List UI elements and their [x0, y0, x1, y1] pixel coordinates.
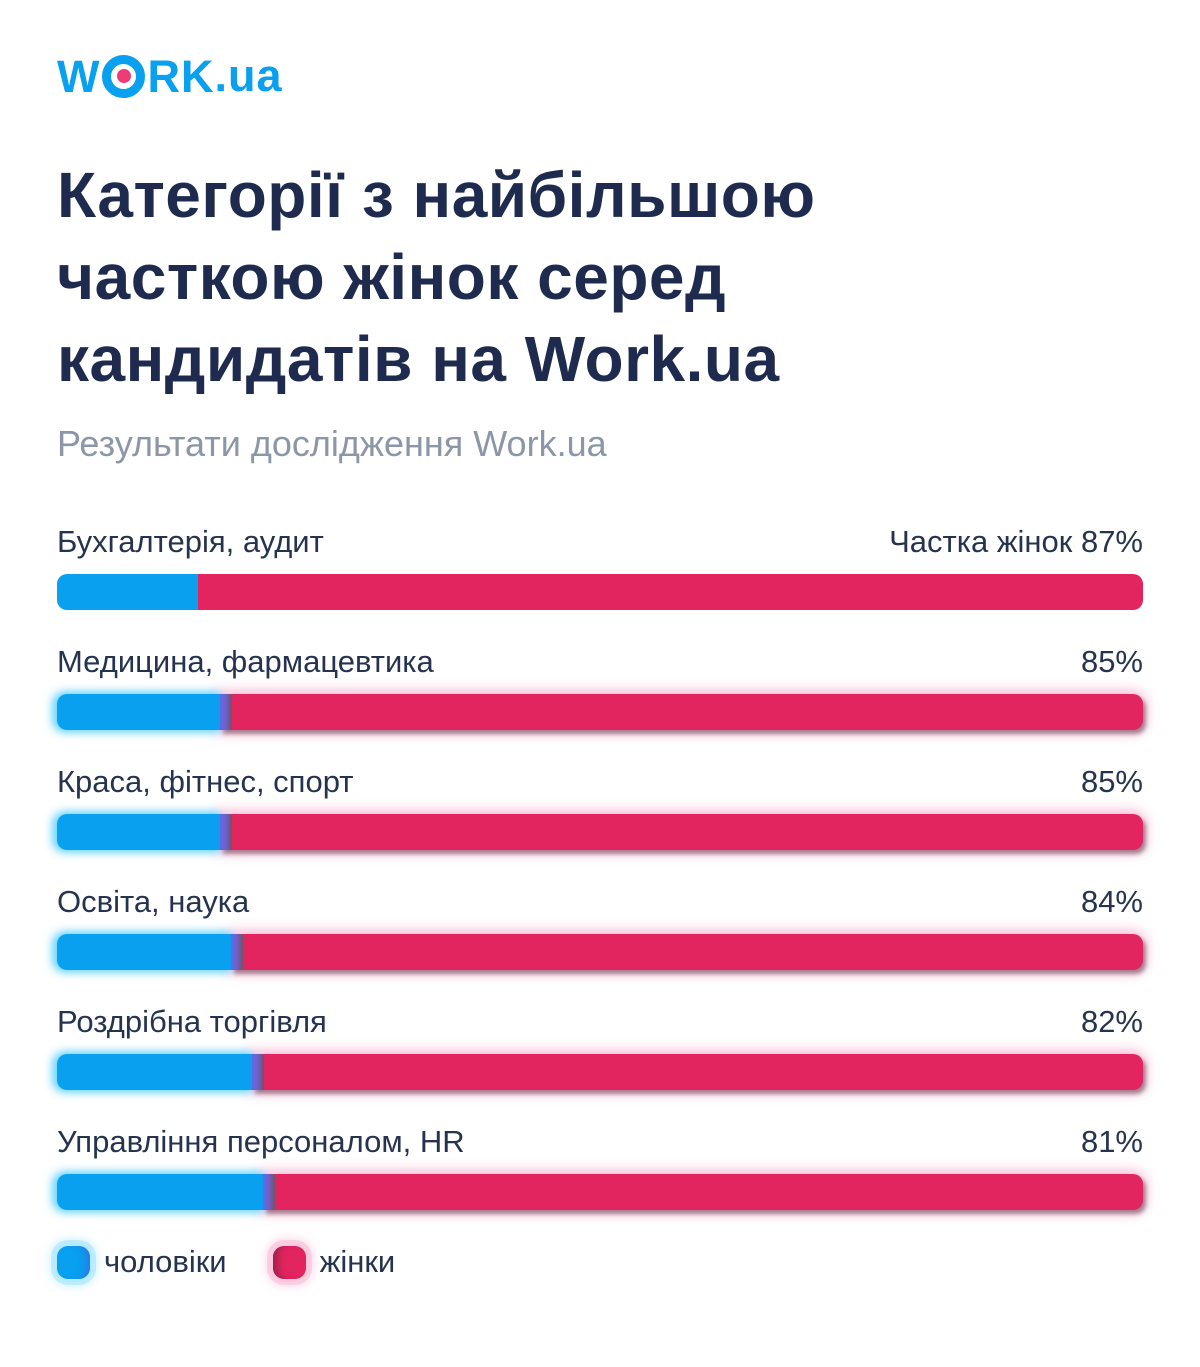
- value-label: Частка жінок 87%: [889, 524, 1143, 559]
- logo-text-rk: RK: [147, 50, 215, 102]
- men-bar-segment: [57, 934, 243, 970]
- category-label: Роздрібна торгівля: [57, 1004, 327, 1039]
- chart-row: Краса, фітнес, спорт 85%: [57, 764, 1143, 850]
- title-line-2: часткою жінок серед: [57, 241, 727, 313]
- men-bar-segment: [57, 1174, 276, 1210]
- legend-label-women: жінки: [319, 1244, 396, 1279]
- category-label: Управління персоналом, HR: [57, 1124, 465, 1159]
- stacked-bar: [57, 1174, 1143, 1210]
- stacked-bar: [57, 574, 1143, 610]
- value-label: 84%: [1080, 884, 1143, 919]
- bar-chart: Бухгалтерія, аудит Частка жінок 87% Меди…: [57, 524, 1143, 1210]
- chart-row: Медицина, фармацевтика 85%: [57, 644, 1143, 730]
- infographic-page: W RK .ua Категорії з найбільшою часткою …: [0, 0, 1200, 1310]
- legend-label-men: чоловіки: [104, 1244, 227, 1279]
- legend-item-men: чоловіки: [57, 1244, 227, 1280]
- women-bar-segment: [198, 574, 1143, 610]
- value-label: 82%: [1080, 1004, 1143, 1039]
- men-bar-segment: [57, 814, 232, 850]
- page-subtitle: Результати дослідження Work.ua: [57, 423, 607, 464]
- women-bar-segment: [230, 934, 1143, 970]
- stacked-bar: [57, 1054, 1143, 1090]
- category-label: Краса, фітнес, спорт: [57, 764, 354, 799]
- stacked-bar: [57, 934, 1143, 970]
- men-bar-segment: [57, 694, 232, 730]
- page-title: Категорії з найбільшою часткою жінок сер…: [57, 154, 1143, 400]
- men-color-swatch: [57, 1245, 90, 1279]
- logo-suffix: .ua: [214, 50, 283, 101]
- value-label: 85%: [1080, 644, 1143, 679]
- women-bar-segment: [252, 1054, 1143, 1090]
- men-bar-segment: [57, 1054, 265, 1090]
- chart-row: Роздрібна торгівля 82%: [57, 1004, 1143, 1090]
- chart-row: Освіта, наука 84%: [57, 884, 1143, 970]
- workua-logo: W RK .ua: [57, 50, 1143, 102]
- value-label: 81%: [1080, 1124, 1143, 1159]
- women-bar-segment: [263, 1174, 1143, 1210]
- title-line-1: Категорії з найбільшою: [57, 159, 816, 231]
- title-line-3: кандидатів на Work.ua: [57, 323, 780, 395]
- stacked-bar: [57, 694, 1143, 730]
- category-label: Медицина, фармацевтика: [57, 644, 434, 679]
- legend-item-women: жінки: [272, 1244, 396, 1280]
- chart-legend: чоловіки жінки: [57, 1244, 1143, 1280]
- logo-target-icon: [102, 54, 146, 98]
- chart-row: Бухгалтерія, аудит Частка жінок 87%: [57, 524, 1143, 610]
- value-label: 85%: [1080, 764, 1143, 799]
- chart-row: Управління персоналом, HR 81%: [57, 1124, 1143, 1210]
- logo-text-w: W: [57, 50, 101, 102]
- logo-dot-icon: [116, 69, 131, 83]
- women-color-swatch: [272, 1245, 306, 1279]
- women-bar-segment: [219, 814, 1143, 850]
- category-label: Бухгалтерія, аудит: [57, 524, 324, 559]
- men-bar-segment: [57, 574, 199, 610]
- category-label: Освіта, наука: [57, 884, 250, 919]
- stacked-bar: [57, 814, 1143, 850]
- women-bar-segment: [219, 694, 1143, 730]
